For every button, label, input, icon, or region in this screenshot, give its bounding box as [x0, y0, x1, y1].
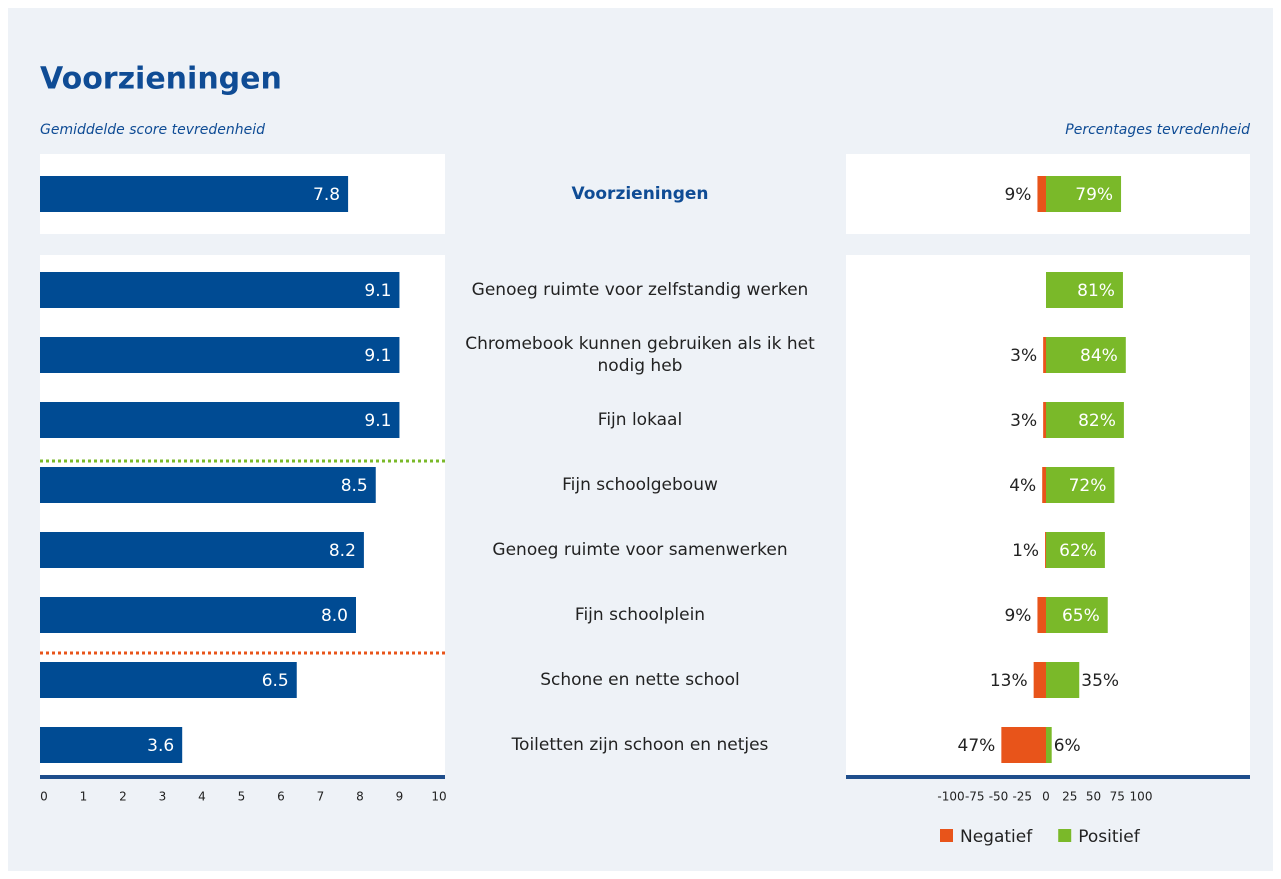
- x-tick-label: 9: [396, 790, 404, 804]
- legend-swatch: [940, 829, 953, 842]
- bar: [1046, 467, 1115, 503]
- bar: [1046, 176, 1122, 212]
- bar: [1046, 272, 1123, 308]
- value-label: 8.5: [341, 476, 368, 496]
- bar: [1033, 662, 1046, 698]
- value-label: 82%: [1078, 411, 1116, 431]
- category-label: Toiletten zijn schoon en netjes: [511, 735, 769, 755]
- value-label: 3%: [1010, 346, 1037, 366]
- value-label: 65%: [1062, 606, 1100, 626]
- value-label: 6.5: [262, 671, 289, 691]
- bar: [40, 467, 376, 503]
- legend-swatch: [1058, 829, 1072, 842]
- category-label: Voorzieningen: [571, 184, 709, 204]
- x-tick-label: 1: [80, 790, 88, 804]
- x-tick-label: 100: [1130, 790, 1153, 804]
- category-label: Genoeg ruimte voor zelfstandig werken: [471, 280, 809, 300]
- x-tick-label: 25: [1062, 790, 1077, 804]
- x-tick-label: 5: [238, 790, 246, 804]
- bar: [40, 727, 183, 763]
- bar: [1042, 467, 1046, 503]
- x-tick-label: 2: [119, 790, 127, 804]
- x-tick-label: 8: [356, 790, 364, 804]
- bar: [1046, 727, 1052, 763]
- left-subtitle: Gemiddelde score tevredenheid: [40, 122, 265, 138]
- value-label: 8.2: [329, 541, 356, 561]
- x-tick-label: 7: [317, 790, 325, 804]
- value-label: 9%: [1004, 606, 1031, 626]
- category-label: Fijn schoolgebouw: [562, 475, 718, 495]
- value-label: 9.1: [364, 411, 391, 431]
- category-label: Chromebook kunnen gebruiken als ik het n…: [465, 334, 815, 376]
- bar: [40, 597, 356, 633]
- value-label: 9%: [1004, 185, 1031, 205]
- value-label: 47%: [958, 736, 996, 756]
- value-label: 13%: [990, 671, 1028, 691]
- category-label: Fijn schoolplein: [574, 605, 706, 625]
- value-label: 72%: [1069, 476, 1107, 496]
- x-tick-label: -75: [965, 790, 985, 804]
- category-label: Genoeg ruimte voor samenwerken: [492, 540, 788, 560]
- bar: [1046, 597, 1108, 633]
- x-tick-label: 6: [277, 790, 285, 804]
- page-title: Voorzieningen: [40, 62, 282, 97]
- value-label: 9.1: [364, 281, 391, 301]
- bar: [1046, 402, 1124, 438]
- bar: [40, 402, 400, 438]
- value-label: 1%: [1012, 541, 1039, 561]
- value-label: 79%: [1075, 185, 1113, 205]
- bar: [40, 337, 400, 373]
- x-tick-label: 10: [431, 790, 446, 804]
- bar: [1001, 727, 1046, 763]
- x-tick-label: -100: [937, 790, 964, 804]
- value-label: 3%: [1010, 411, 1037, 431]
- value-label: 81%: [1077, 281, 1115, 301]
- x-tick-label: 0: [1042, 790, 1050, 804]
- bar: [1037, 597, 1046, 633]
- bar: [1043, 402, 1046, 438]
- x-tick-label: -50: [989, 790, 1009, 804]
- x-tick-label: -25: [1012, 790, 1032, 804]
- bar: [40, 662, 297, 698]
- bar: [1046, 662, 1080, 698]
- value-label: 4%: [1009, 476, 1036, 496]
- value-label: 6%: [1054, 736, 1081, 756]
- value-label: 35%: [1081, 671, 1119, 691]
- legend-label: Positief: [1078, 827, 1140, 847]
- legend-label: Negatief: [960, 827, 1033, 847]
- category-label: Schone en nette school: [540, 670, 740, 690]
- value-label: 62%: [1059, 541, 1097, 561]
- category-label: Fijn lokaal: [597, 410, 683, 430]
- value-label: 84%: [1080, 346, 1118, 366]
- value-label: 7.8: [313, 185, 340, 205]
- right-subtitle: Percentages tevredenheid: [1065, 122, 1250, 138]
- bar: [40, 532, 364, 568]
- x-tick-label: 75: [1110, 790, 1125, 804]
- value-label: 9.1: [364, 346, 391, 366]
- bar: [1046, 532, 1105, 568]
- value-label: 3.6: [147, 736, 174, 756]
- bar: [40, 176, 349, 212]
- x-tick-label: 0: [40, 790, 48, 804]
- bar: [1046, 337, 1126, 373]
- bar: [1045, 532, 1046, 568]
- bar: [1037, 176, 1046, 212]
- x-tick-label: 4: [198, 790, 206, 804]
- bar: [1043, 337, 1046, 373]
- x-tick-label: 50: [1086, 790, 1101, 804]
- value-label: 8.0: [321, 606, 348, 626]
- bar: [40, 272, 400, 308]
- x-tick-label: 3: [159, 790, 167, 804]
